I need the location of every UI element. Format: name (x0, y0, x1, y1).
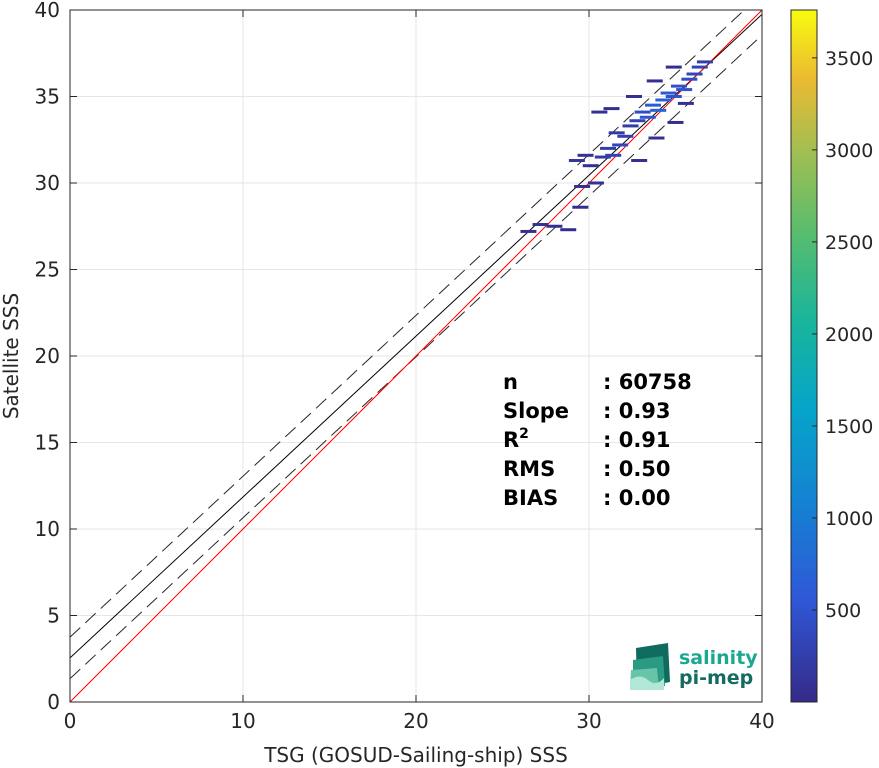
x-tick-label: 30 (576, 709, 601, 733)
regression-line (70, 13, 762, 659)
data-point (645, 103, 662, 107)
stat-value: : 0.93 (603, 399, 671, 423)
x-tick-label: 10 (230, 709, 255, 733)
data-point (625, 95, 642, 98)
data-point (676, 88, 693, 92)
data-point (648, 136, 665, 140)
data-point (622, 124, 639, 128)
y-tick-label: 30 (35, 171, 60, 195)
lower-bound-line (70, 34, 762, 680)
data-point (665, 65, 682, 69)
data-point (600, 146, 617, 150)
data-point (696, 60, 713, 64)
data-point (587, 181, 604, 185)
stat-value: : 60758 (603, 370, 692, 394)
data-point (594, 155, 611, 159)
y-tick-label: 20 (35, 344, 60, 368)
y-axis-ticks: 0 5 10 15 20 25 30 35 40 (35, 0, 762, 714)
data-point (560, 228, 577, 232)
y-tick-label: 0 (47, 690, 60, 714)
data-point (546, 224, 563, 228)
data-point (605, 153, 622, 157)
colorbar (790, 9, 818, 703)
stat-value: : 0.91 (603, 428, 671, 452)
x-axis-label: TSG (GOSUD-Sailing-ship) SSS (263, 743, 568, 767)
data-point (574, 184, 591, 188)
data-point (660, 91, 677, 95)
y-tick-label: 35 (35, 85, 60, 109)
data-point (634, 110, 651, 114)
identity-line (70, 10, 762, 702)
x-tick-label: 20 (403, 709, 428, 733)
stat-value: : 0.50 (603, 457, 671, 481)
data-point (582, 164, 599, 168)
data-point (691, 65, 708, 69)
colorbar-tick-label: 500 (825, 600, 861, 622)
salinity-pimep-logo: salinity pi-mep (630, 643, 758, 690)
stat-label: n (503, 370, 518, 394)
data-point (631, 159, 648, 163)
data-point (572, 205, 589, 209)
data-point (639, 115, 656, 119)
data-point (646, 79, 663, 83)
x-axis-ticks: 0 10 20 30 40 (64, 10, 775, 733)
data-point (667, 120, 684, 124)
data-point (686, 72, 703, 76)
upper-bound-line (70, 10, 746, 638)
data-point (681, 77, 698, 81)
data-point (591, 110, 608, 114)
logo-text-salinity: salinity (679, 647, 758, 669)
y-tick-label: 25 (35, 258, 60, 282)
colorbar-tick-label: 1000 (825, 508, 873, 530)
data-points (520, 60, 713, 233)
stat-label: BIAS (503, 486, 558, 510)
stat-label: RMS (503, 457, 555, 481)
data-point (608, 131, 625, 135)
data-point (532, 223, 549, 227)
stat-label: Slope (503, 399, 569, 423)
stat-value: : 0.00 (603, 486, 671, 510)
y-tick-label: 5 (47, 604, 60, 628)
stat-label-superscript: 2 (519, 426, 529, 442)
data-point (670, 84, 687, 88)
colorbar-tick-label: 1500 (825, 416, 873, 438)
colorbar-tick-label: 3000 (825, 140, 873, 162)
y-tick-label: 10 (35, 517, 60, 541)
x-tick-label: 0 (64, 709, 77, 733)
colorbar-tick-label: 2000 (825, 324, 873, 346)
colorbar-tick-label: 2500 (825, 232, 873, 254)
data-point (603, 107, 620, 111)
colorbar-ticks: 500 1000 1500 2000 2500 3000 3500 (812, 48, 873, 622)
logo-wave-icon (630, 643, 670, 690)
y-tick-label: 15 (35, 431, 60, 455)
data-point (665, 95, 682, 98)
data-point (650, 108, 667, 112)
data-point (520, 229, 537, 233)
colorbar-tick-label: 3500 (825, 48, 873, 70)
y-tick-label: 40 (35, 0, 60, 22)
x-tick-label: 40 (749, 709, 774, 733)
data-point (577, 153, 594, 157)
data-point (677, 101, 694, 105)
logo-text-pimep: pi-mep (679, 667, 753, 689)
data-point (612, 143, 629, 147)
reference-lines (70, 10, 762, 702)
data-point (568, 159, 585, 163)
y-axis-label: Satellite SSS (0, 293, 23, 419)
data-point (655, 98, 672, 102)
data-point (617, 134, 634, 138)
data-point (629, 119, 646, 123)
